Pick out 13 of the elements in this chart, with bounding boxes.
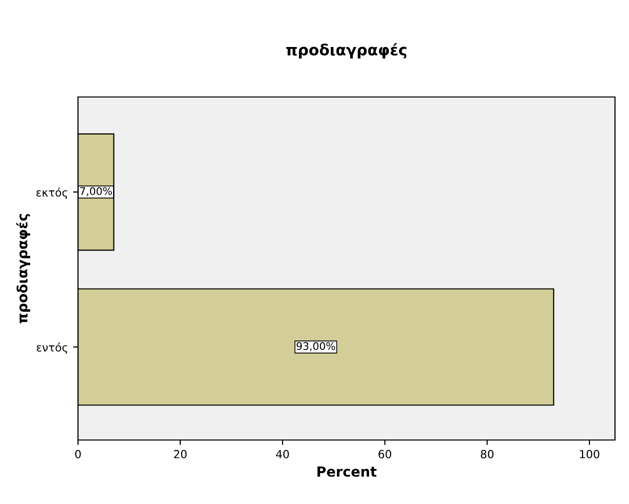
x-tick-label: 60 [378, 450, 392, 458]
y-tick-label: εντός [36, 342, 68, 354]
x-tick-label: 100 [580, 450, 600, 458]
x-tick-label: 0 [75, 450, 81, 458]
x-tick-label: 40 [276, 450, 289, 458]
data-label: 7,00% [80, 187, 112, 196]
x-tick-label: 80 [480, 450, 494, 458]
y-axis-title: προδιαγραφές [16, 214, 30, 324]
x-axis-title: Percent [317, 466, 376, 477]
y-tick-label: εκτός [36, 188, 68, 199]
x-tick-label: 20 [174, 450, 187, 458]
data-label: 93,00% [296, 342, 336, 352]
chart-title: προδιαγραφές [286, 43, 406, 59]
